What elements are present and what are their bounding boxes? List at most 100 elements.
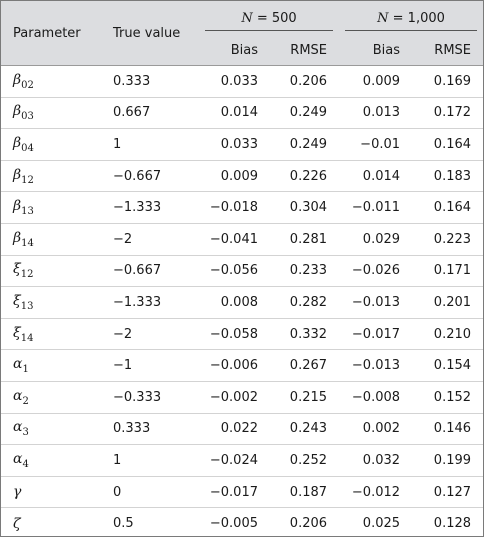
rmse-n1000-cell: 0.171 xyxy=(412,255,483,287)
true-value-cell: −1 xyxy=(101,350,199,382)
parameter-subscript: 12 xyxy=(21,174,34,185)
parameter-symbol: β xyxy=(13,135,21,151)
bias-n1000-cell: 0.032 xyxy=(339,445,412,477)
bias-n1000-cell: 0.025 xyxy=(339,508,412,539)
header-row-top: Parameter True value N = 500 N = 1,000 xyxy=(1,1,483,35)
parameter-subscript: 03 xyxy=(21,111,34,122)
rmse-n1000-cell: 0.169 xyxy=(412,66,483,98)
rmse-n500-cell: 0.249 xyxy=(270,97,339,129)
n1000-symbol: N xyxy=(377,11,388,26)
parameter-cell: ζ xyxy=(1,508,101,539)
bias-n1000-cell: 0.009 xyxy=(339,66,412,98)
parameter-cell: β14 xyxy=(1,223,101,255)
bias-n500-cell: 0.008 xyxy=(199,287,270,319)
bias-n1000-cell: 0.014 xyxy=(339,160,412,192)
parameter-subscript: 2 xyxy=(22,396,28,407)
true-value-cell: 1 xyxy=(101,129,199,161)
rmse-n500-cell: 0.267 xyxy=(270,350,339,382)
n500-value: = 500 xyxy=(253,11,297,26)
parameter-cell: ξ14 xyxy=(1,318,101,350)
bias-n1000-cell: −0.013 xyxy=(339,350,412,382)
true-value-cell: −1.333 xyxy=(101,287,199,319)
parameter-cell: β12 xyxy=(1,160,101,192)
rmse-n500-cell: 0.252 xyxy=(270,445,339,477)
bias-n500-cell: 0.009 xyxy=(199,160,270,192)
true-value-cell: 0 xyxy=(101,476,199,508)
bias-n1000-cell: −0.017 xyxy=(339,318,412,350)
parameter-cell: α2 xyxy=(1,381,101,413)
rmse-n500-cell: 0.249 xyxy=(270,129,339,161)
true-value-cell: −0.667 xyxy=(101,255,199,287)
true-value-cell: 0.333 xyxy=(101,413,199,445)
parameter-cell: β03 xyxy=(1,97,101,129)
parameter-subscript: 12 xyxy=(21,269,34,280)
rmse-n500-cell: 0.243 xyxy=(270,413,339,445)
parameter-subscript: 13 xyxy=(21,301,34,312)
true-value-cell: 0.5 xyxy=(101,508,199,539)
true-value-cell: −0.333 xyxy=(101,381,199,413)
header-group-n500: N = 500 xyxy=(199,1,339,35)
true-value-cell: −1.333 xyxy=(101,192,199,224)
bias-n500-cell: −0.017 xyxy=(199,476,270,508)
rmse-n500-cell: 0.226 xyxy=(270,160,339,192)
rmse-n1000-cell: 0.172 xyxy=(412,97,483,129)
bias-n1000-cell: −0.012 xyxy=(339,476,412,508)
parameter-subscript: 1 xyxy=(22,364,28,375)
rmse-n500-cell: 0.332 xyxy=(270,318,339,350)
parameter-cell: α4 xyxy=(1,445,101,477)
group-n500-label: N = 500 xyxy=(205,11,333,31)
bias-n1000-cell: −0.01 xyxy=(339,129,412,161)
parameter-subscript: 04 xyxy=(21,143,34,154)
parameter-symbol: ξ xyxy=(13,325,21,341)
parameter-symbol: γ xyxy=(13,484,21,500)
rmse-n1000-cell: 0.183 xyxy=(412,160,483,192)
bias-n500-cell: 0.033 xyxy=(199,129,270,161)
parameter-symbol: β xyxy=(13,198,21,214)
bias-n500-cell: 0.033 xyxy=(199,66,270,98)
rmse-n1000-cell: 0.164 xyxy=(412,129,483,161)
true-value-cell: −2 xyxy=(101,318,199,350)
rmse-n500-cell: 0.206 xyxy=(270,66,339,98)
parameter-cell: α3 xyxy=(1,413,101,445)
parameter-cell: γ xyxy=(1,476,101,508)
table-header: Parameter True value N = 500 N = 1,000 B… xyxy=(1,1,483,66)
bias-n500-cell: 0.014 xyxy=(199,97,270,129)
group-n1000-label: N = 1,000 xyxy=(345,11,477,31)
parameter-symbol: β xyxy=(13,103,21,119)
bias-n500-cell: −0.056 xyxy=(199,255,270,287)
rmse-n1000-cell: 0.152 xyxy=(412,381,483,413)
bias-n1000-cell: −0.026 xyxy=(339,255,412,287)
rmse-n1000-cell: 0.201 xyxy=(412,287,483,319)
header-group-n1000: N = 1,000 xyxy=(339,1,483,35)
n1000-value: = 1,000 xyxy=(389,11,445,26)
bias-n1000-cell: −0.013 xyxy=(339,287,412,319)
parameter-cell: α1 xyxy=(1,350,101,382)
true-value-cell: 0.333 xyxy=(101,66,199,98)
header-true-value: True value xyxy=(101,1,199,66)
bias-n1000-cell: −0.008 xyxy=(339,381,412,413)
bias-n500-cell: −0.058 xyxy=(199,318,270,350)
bias-n500-cell: −0.024 xyxy=(199,445,270,477)
true-value-cell: 0.667 xyxy=(101,97,199,129)
rmse-n1000-cell: 0.199 xyxy=(412,445,483,477)
rmse-n500-cell: 0.304 xyxy=(270,192,339,224)
parameter-subscript: 14 xyxy=(21,332,34,343)
parameter-cell: β04 xyxy=(1,129,101,161)
bias-n1000-cell: 0.029 xyxy=(339,223,412,255)
bias-n500-cell: −0.006 xyxy=(199,350,270,382)
rmse-n1000-cell: 0.210 xyxy=(412,318,483,350)
rmse-n1000-cell: 0.146 xyxy=(412,413,483,445)
parameter-symbol: β xyxy=(13,167,21,183)
bias-n1000-cell: −0.011 xyxy=(339,192,412,224)
rmse-n1000-cell: 0.164 xyxy=(412,192,483,224)
